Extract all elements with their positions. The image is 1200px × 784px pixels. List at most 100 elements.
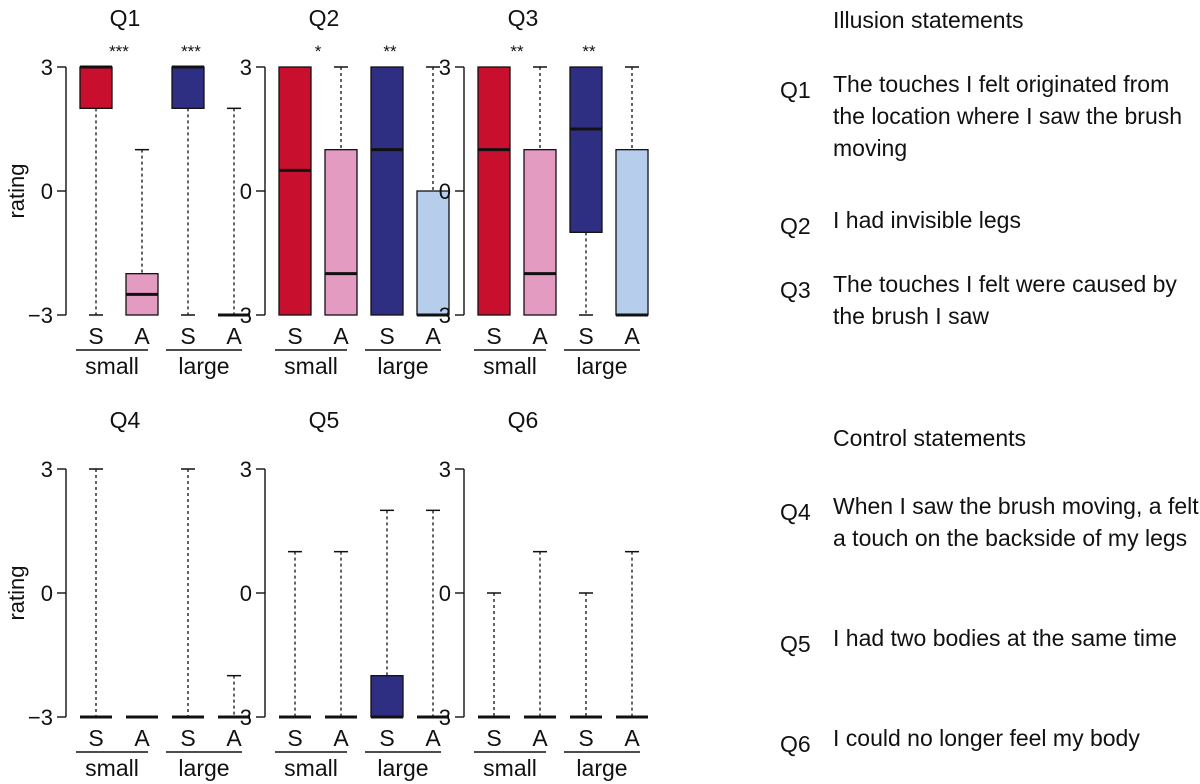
category-label: A [425, 725, 441, 751]
category-label: S [180, 323, 195, 349]
statement-text: I had invisible legs [833, 207, 1021, 233]
y-tick-label: −3 [28, 705, 53, 730]
category-label: A [333, 725, 349, 751]
significance-marker: *** [109, 42, 129, 61]
control-statements-title: Control statements [833, 425, 1027, 451]
statement-id: Q4 [780, 499, 811, 525]
box-body [477, 66, 511, 316]
box-body [171, 66, 205, 109]
box-q3-small-s [477, 66, 511, 316]
box-body [523, 149, 557, 316]
y-tick-label: −3 [426, 303, 451, 328]
category-label: S [88, 725, 103, 751]
box-q3-small-a [523, 66, 557, 316]
category-label: A [134, 725, 150, 751]
y-tick-label: 0 [240, 179, 252, 204]
statement-id: Q2 [780, 213, 811, 239]
category-label: A [226, 725, 242, 751]
box-body [370, 66, 404, 316]
box-q4-large-s [172, 468, 204, 719]
category-label: A [333, 323, 349, 349]
box-body [278, 66, 312, 316]
box-q1-small-s [79, 65, 113, 316]
box-q6-small-a [524, 550, 556, 719]
box-body [416, 190, 450, 316]
box-body [569, 66, 603, 233]
y-tick-label: 0 [439, 581, 451, 606]
group-label-large: large [178, 755, 229, 781]
y-tick-label: 3 [41, 457, 53, 482]
y-tick-label: 3 [240, 457, 252, 482]
y-tick-label: −3 [28, 303, 53, 328]
box-q6-small-s [478, 592, 510, 719]
y-tick-label: 3 [240, 55, 252, 80]
y-axis-label: rating [4, 163, 29, 218]
panel-title: Q5 [309, 407, 340, 433]
box-q2-small-a [324, 66, 358, 316]
category-label: S [287, 323, 302, 349]
significance-marker: *** [181, 42, 201, 61]
y-axis-label: rating [4, 565, 29, 620]
panel-title: Q6 [508, 407, 539, 433]
box-q4-small-s [80, 468, 112, 719]
panel-title: Q3 [508, 5, 539, 31]
box-q3-large-a [615, 66, 649, 317]
category-label: S [578, 323, 593, 349]
y-tick-label: 3 [439, 457, 451, 482]
statement-text: When I saw the brush moving, a felt a to… [833, 493, 1199, 551]
statement-id: Q1 [780, 77, 811, 103]
box-q1-small-a [125, 148, 159, 316]
statement-text: I had two bodies at the same time [833, 625, 1177, 651]
box-q6-large-s [570, 592, 602, 719]
box-q5-large-a [417, 509, 449, 719]
box-q2-large-a [416, 66, 450, 317]
group-label-small: small [85, 755, 139, 781]
statement-id: Q3 [780, 277, 811, 303]
box-q5-small-a [325, 550, 357, 719]
box-q6-large-a [616, 550, 648, 719]
group-label-large: large [576, 353, 627, 379]
box-body [615, 149, 649, 316]
category-label: S [379, 323, 394, 349]
panel-title: Q4 [110, 407, 141, 433]
statements-panel: Illusion statements Q1 The touches I fel… [776, 0, 1200, 784]
panel-title: Q1 [110, 5, 141, 31]
group-label-large: large [377, 755, 428, 781]
box-q1-large-s [171, 65, 205, 316]
box-q5-large-s [370, 509, 404, 719]
box-q3-large-s [569, 66, 603, 316]
category-label: S [180, 725, 195, 751]
y-tick-label: −3 [227, 705, 252, 730]
y-tick-label: 0 [41, 179, 53, 204]
statement-id: Q5 [780, 631, 811, 657]
box-body [324, 149, 358, 316]
category-label: A [226, 323, 242, 349]
y-tick-label: −3 [426, 705, 451, 730]
category-label: S [379, 725, 394, 751]
category-label: S [287, 725, 302, 751]
statement-text: The touches I felt were caused by the br… [833, 271, 1177, 329]
category-label: A [624, 725, 640, 751]
y-tick-label: 0 [439, 179, 451, 204]
category-label: A [532, 725, 548, 751]
significance-marker: ** [582, 42, 596, 61]
significance-marker: ** [510, 42, 524, 61]
category-label: A [624, 323, 640, 349]
group-label-large: large [377, 353, 428, 379]
category-label: A [532, 323, 548, 349]
y-tick-label: 0 [41, 581, 53, 606]
box-body [79, 66, 113, 109]
category-label: S [88, 323, 103, 349]
category-label: A [134, 323, 150, 349]
statement-id: Q6 [780, 731, 811, 757]
box-q2-small-s [278, 66, 312, 316]
y-tick-label: 0 [240, 581, 252, 606]
group-label-large: large [178, 353, 229, 379]
group-label-small: small [85, 353, 139, 379]
